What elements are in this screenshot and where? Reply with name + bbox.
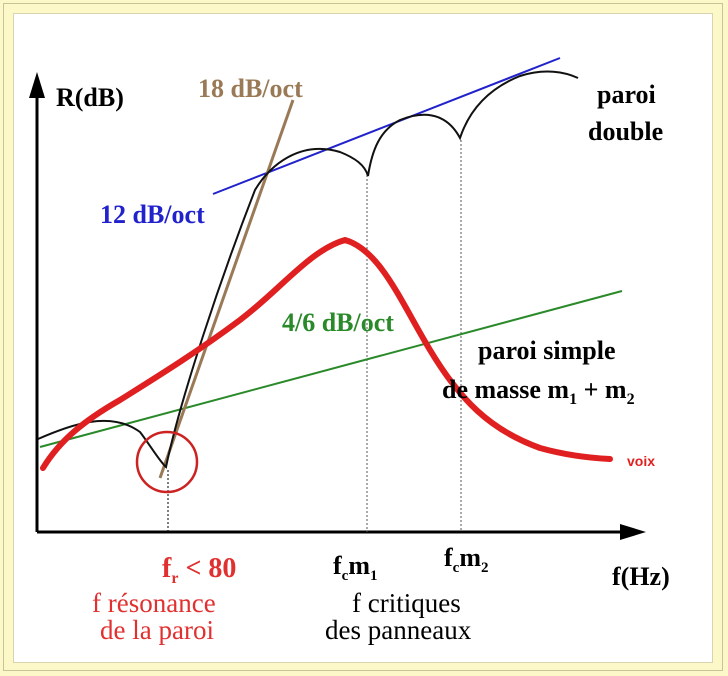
label-masse-mid: + m bbox=[577, 375, 627, 404]
label-18-db-oct: 18 dB/oct bbox=[198, 74, 303, 103]
fc-desc-1: f critiques bbox=[352, 588, 461, 618]
marker-fc2-m: m bbox=[459, 543, 481, 572]
marker-fc1-m: m bbox=[348, 551, 370, 580]
label-masse-sub1: 1 bbox=[569, 391, 577, 408]
label-masse: de masse m1 + m2 bbox=[442, 375, 635, 408]
y-axis-arrow-icon bbox=[29, 72, 45, 98]
marker-fc-m2: fcm2 bbox=[444, 543, 489, 576]
resonance-circle bbox=[135, 430, 199, 494]
y-axis-label: R(dB) bbox=[56, 83, 124, 112]
label-masse-sub2: 2 bbox=[627, 391, 635, 408]
x-axis-label: f(Hz) bbox=[612, 562, 670, 591]
fr-desc-1: f résonance bbox=[92, 588, 216, 618]
line-18-db-oct bbox=[158, 99, 295, 479]
label-paroi: paroi bbox=[597, 80, 656, 109]
marker-fc1-c: c bbox=[342, 568, 349, 584]
line-4-6-db-oct bbox=[39, 290, 623, 448]
fr-desc-2: de la paroi bbox=[100, 615, 214, 645]
marker-fr-f: f bbox=[162, 553, 172, 584]
label-double: double bbox=[588, 117, 663, 146]
marker-fc1-sub: 1 bbox=[370, 568, 378, 584]
marker-fc2-f: f bbox=[444, 543, 453, 572]
marker-fr-rest: < 80 bbox=[178, 553, 236, 584]
transmission-loss-curve bbox=[37, 70, 579, 469]
diagram-panel bbox=[13, 13, 713, 663]
label-paroi-simple: paroi simple bbox=[478, 336, 615, 365]
marker-fc2-c: c bbox=[453, 560, 460, 576]
x-axis-arrow-icon bbox=[620, 524, 646, 540]
label-4-6-db-oct: 4/6 dB/oct bbox=[282, 308, 394, 337]
line-12-db-oct bbox=[212, 57, 561, 195]
label-12-db-oct: 12 dB/oct bbox=[100, 200, 205, 229]
marker-fr: fr < 80 bbox=[162, 553, 236, 587]
marker-fr-sub: r bbox=[171, 570, 178, 587]
voice-curve bbox=[40, 236, 613, 471]
marker-fc-m1: fcm1 bbox=[333, 551, 378, 584]
marker-fc2-sub: 2 bbox=[481, 560, 489, 576]
marker-fc1-f: f bbox=[333, 551, 342, 580]
label-masse-prefix: de masse m bbox=[442, 375, 569, 404]
label-voix: voix bbox=[627, 453, 655, 469]
fc-desc-2: des panneaux bbox=[325, 615, 472, 645]
